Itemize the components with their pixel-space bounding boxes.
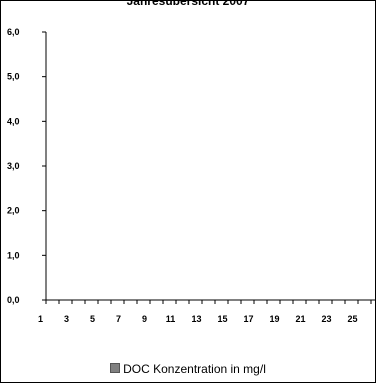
x-tick-label: 15 [217,314,227,324]
y-tick-label: 3,0 [7,161,20,171]
x-tick-label: 17 [243,314,253,324]
x-tick-label: 7 [116,314,121,324]
y-tick-label: 4,0 [7,116,20,126]
x-tick-label: 5 [90,314,95,324]
x-tick-label: 23 [321,314,331,324]
x-tick-label: 1 [38,314,43,324]
y-tick-label: 6,0 [7,27,20,37]
y-tick-label: 0,0 [7,295,20,305]
chart-title: Jahresübersicht 2007 [126,0,250,8]
legend-swatch [110,363,121,373]
x-tick-label: 11 [166,314,176,324]
x-tick-label: 13 [191,314,201,324]
y-tick-label: 5,0 [7,72,20,82]
x-tick-label: 19 [269,314,279,324]
y-ticks: 0,0 1,0 2,0 3,0 4,0 5,0 6,0 [7,27,46,305]
y-tick-label: 2,0 [7,206,20,216]
x-tick-label: 25 [347,314,357,324]
x-tick-label: 9 [142,314,147,324]
x-tick-label: 3 [64,314,69,324]
x-tick-label: 21 [295,314,305,324]
y-tick-label: 1,0 [7,250,20,260]
legend-label: DOC Konzentration in mg/l [123,362,266,376]
x-ticks: 1 3 5 7 9 11 13 15 17 19 21 23 25 [38,300,372,324]
legend: DOC Konzentration in mg/l [0,362,376,376]
